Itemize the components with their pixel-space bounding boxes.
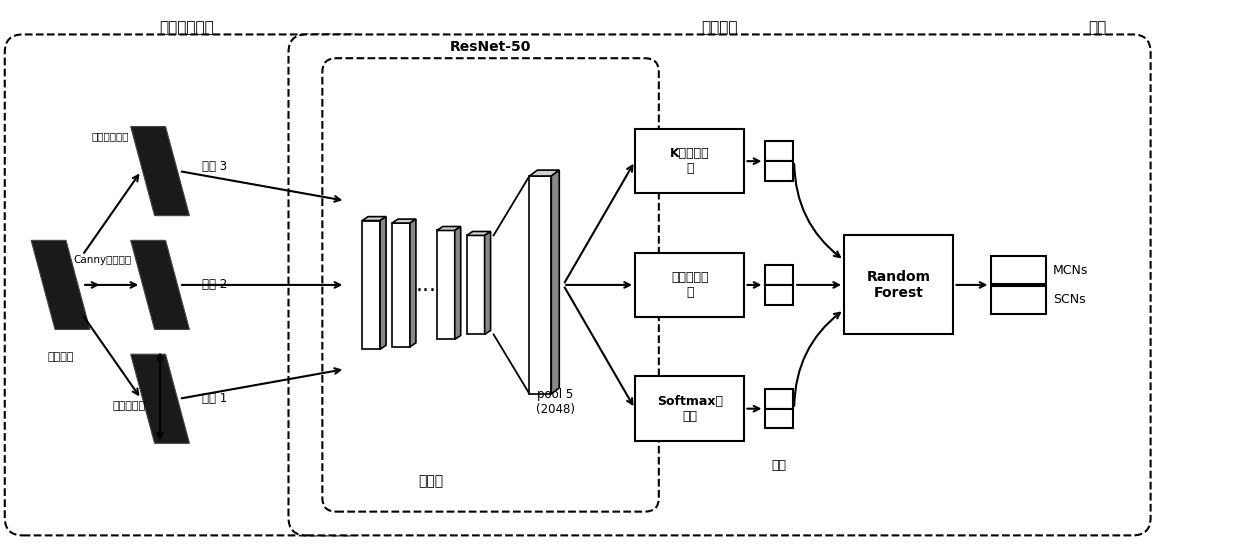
Polygon shape (436, 226, 461, 230)
Text: 贝叶斯分类
器: 贝叶斯分类 器 (671, 271, 708, 299)
Polygon shape (362, 220, 381, 349)
Bar (765, 265, 794, 285)
Bar (991, 286, 1045, 314)
Text: 残差块: 残差块 (418, 474, 444, 488)
Polygon shape (130, 354, 190, 443)
Text: 调窗宽窗位: 调窗宽窗位 (113, 401, 145, 411)
Text: Random
Forest: Random Forest (867, 270, 931, 300)
Text: 通道 2: 通道 2 (202, 279, 227, 291)
Polygon shape (362, 216, 386, 220)
Polygon shape (381, 216, 386, 349)
Polygon shape (436, 230, 455, 339)
Text: ...: ... (415, 275, 436, 295)
Bar (635, 253, 744, 317)
Text: pool 5
(2048): pool 5 (2048) (536, 388, 575, 416)
Text: SCNs: SCNs (1053, 293, 1086, 306)
Bar (844, 235, 954, 335)
Polygon shape (529, 170, 559, 176)
Bar (765, 389, 794, 408)
Text: 通道 3: 通道 3 (202, 160, 227, 173)
Polygon shape (130, 127, 190, 216)
Polygon shape (466, 235, 485, 335)
Polygon shape (31, 240, 89, 330)
Polygon shape (392, 223, 410, 347)
Polygon shape (410, 219, 415, 347)
Text: 计算梯度幅値: 计算梯度幅値 (92, 132, 129, 142)
Text: K近邻分类
器: K近邻分类 器 (670, 147, 709, 175)
Polygon shape (466, 231, 491, 235)
Bar (765, 142, 794, 161)
Text: ResNet-50: ResNet-50 (450, 41, 531, 54)
Polygon shape (485, 231, 491, 335)
Bar (635, 376, 744, 441)
Text: 构建多通道图: 构建多通道图 (160, 20, 215, 35)
Polygon shape (130, 240, 190, 330)
Text: 结果: 结果 (1089, 20, 1107, 35)
FancyBboxPatch shape (322, 58, 658, 512)
Text: 原始图像: 原始图像 (47, 352, 73, 362)
FancyBboxPatch shape (289, 34, 1151, 536)
Bar (765, 285, 794, 305)
Bar (991, 256, 1045, 284)
Text: 通道 1: 通道 1 (202, 392, 227, 405)
Bar (765, 408, 794, 428)
Polygon shape (552, 170, 559, 394)
Text: MCNs: MCNs (1053, 264, 1089, 276)
Bar (635, 129, 744, 193)
Text: Softmax分
类器: Softmax分 类器 (657, 395, 723, 423)
FancyBboxPatch shape (5, 34, 370, 536)
Bar (765, 161, 794, 181)
Text: 概率: 概率 (771, 458, 787, 472)
Text: 多分类器: 多分类器 (702, 20, 738, 35)
Polygon shape (455, 226, 461, 339)
Polygon shape (392, 219, 415, 223)
Text: Canny边缘检测: Canny边缘检测 (73, 255, 131, 265)
Polygon shape (529, 176, 552, 394)
